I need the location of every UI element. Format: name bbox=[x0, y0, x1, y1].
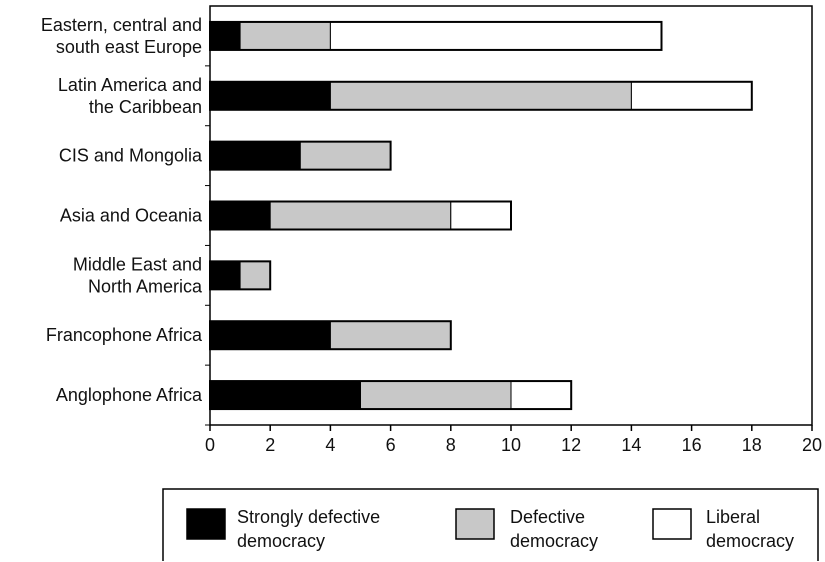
legend: Strongly defective democracy Defective demo… bbox=[162, 488, 819, 561]
bar-outline-c2 bbox=[209, 140, 392, 171]
legend-label-2: democracy bbox=[706, 531, 794, 551]
category-label: Francophone Africa bbox=[46, 325, 203, 345]
x-tick-label: 2 bbox=[265, 435, 275, 455]
bar-segment-s1-c0 bbox=[239, 21, 331, 51]
x-tick-label: 12 bbox=[561, 435, 581, 455]
bar-segment-s0-c1 bbox=[209, 81, 331, 111]
x-tick-label: 16 bbox=[682, 435, 702, 455]
legend-swatch-0 bbox=[186, 508, 226, 540]
bar-outline-c3 bbox=[209, 200, 512, 231]
legend-label-0: democracy bbox=[237, 531, 325, 551]
legend-label-1: democracy bbox=[510, 531, 598, 551]
bar-segment-s0-c6 bbox=[209, 380, 361, 410]
category-label: North America bbox=[88, 276, 203, 296]
x-tick-label: 14 bbox=[621, 435, 641, 455]
category-label: Anglophone Africa bbox=[56, 385, 203, 405]
bar-segment-s0-c2 bbox=[209, 141, 301, 171]
bar-segment-s1-c5 bbox=[329, 320, 452, 350]
category-label: south east Europe bbox=[56, 37, 202, 57]
bar-segment-s2-c0 bbox=[329, 21, 662, 51]
bar-segment-s1-c3 bbox=[269, 201, 452, 230]
x-tick-label: 18 bbox=[742, 435, 762, 455]
x-tick-label: 6 bbox=[386, 435, 396, 455]
bar-segment-s2-c6 bbox=[510, 380, 572, 410]
bar-segment-s1-c2 bbox=[299, 141, 392, 171]
bar-segment-s0-c5 bbox=[209, 320, 331, 350]
bar-outline-c6 bbox=[209, 380, 573, 411]
category-label: the Caribbean bbox=[89, 97, 202, 117]
x-tick-label: 0 bbox=[205, 435, 215, 455]
bar-segment-s0-c4 bbox=[209, 260, 241, 290]
legend-label-1: Defective bbox=[510, 507, 585, 527]
x-tick-label: 10 bbox=[501, 435, 521, 455]
legend-label-0: Strongly defective bbox=[237, 507, 380, 527]
x-tick-label: 4 bbox=[325, 435, 335, 455]
category-label: Middle East and bbox=[73, 254, 202, 274]
x-tick-label: 20 bbox=[802, 435, 822, 455]
category-label: CIS and Mongolia bbox=[59, 146, 203, 166]
bar-outline-c0 bbox=[209, 20, 663, 51]
bar-segment-s0-c3 bbox=[209, 201, 271, 230]
legend-swatch-2 bbox=[652, 508, 692, 540]
bar-outline-c4 bbox=[209, 260, 272, 291]
category-label: Eastern, central and bbox=[41, 15, 202, 35]
bar-outline-c1 bbox=[209, 80, 753, 111]
bar-segment-s1-c1 bbox=[329, 81, 632, 111]
bar-outline-c5 bbox=[209, 320, 452, 351]
bar-segment-s2-c1 bbox=[630, 81, 753, 111]
legend-swatch-1 bbox=[455, 508, 495, 540]
legend-frame bbox=[162, 488, 819, 561]
bar-segment-s1-c6 bbox=[360, 380, 512, 410]
category-label: Asia and Oceania bbox=[60, 206, 203, 226]
bar-segment-s2-c3 bbox=[450, 201, 512, 230]
x-tick-label: 8 bbox=[446, 435, 456, 455]
bar-segment-s1-c4 bbox=[239, 260, 271, 290]
bar-segment-s0-c0 bbox=[209, 21, 241, 51]
category-label: Latin America and bbox=[58, 75, 202, 95]
legend-label-2: Liberal bbox=[706, 507, 760, 527]
